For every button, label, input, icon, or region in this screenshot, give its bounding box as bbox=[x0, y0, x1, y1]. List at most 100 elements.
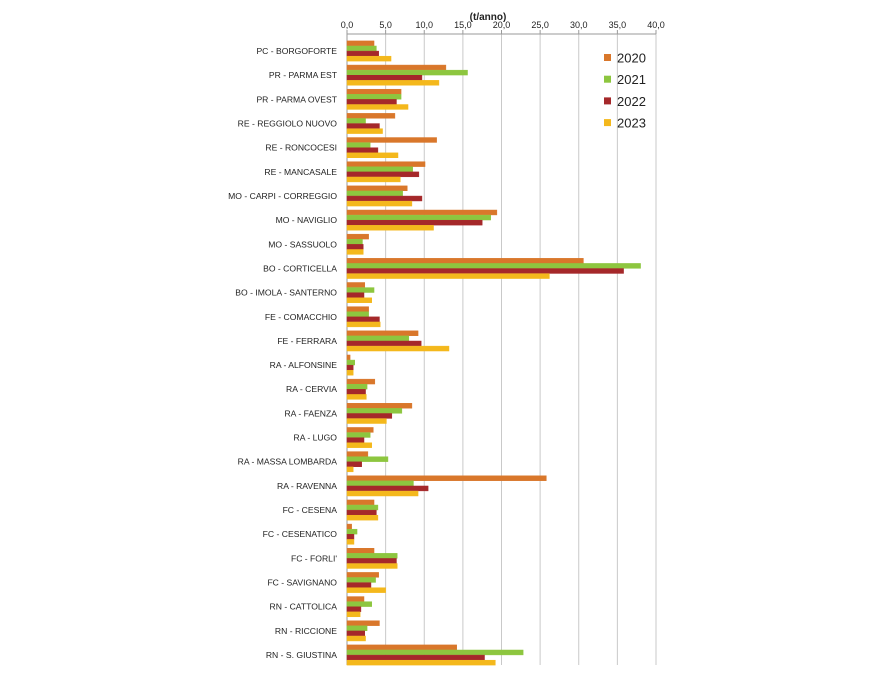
category-label: FC - FORLI' bbox=[291, 553, 337, 563]
category-label: FC - CESENATICO bbox=[263, 529, 338, 539]
category-label: RA - FAENZA bbox=[284, 408, 337, 418]
bar-2023 bbox=[346, 539, 355, 545]
bar-2021 bbox=[346, 263, 641, 269]
bar-2020 bbox=[346, 185, 408, 192]
bar-2023 bbox=[346, 442, 372, 448]
bar-2020 bbox=[346, 282, 366, 288]
category-label: RA - CERVIA bbox=[286, 384, 337, 394]
bar-2021 bbox=[346, 311, 369, 317]
bar-2022 bbox=[346, 582, 372, 588]
bar-2023 bbox=[346, 611, 361, 618]
bar-2023 bbox=[346, 200, 413, 207]
category-label: FC - CESENA bbox=[283, 505, 338, 515]
legend-label: 2020 bbox=[617, 51, 646, 66]
bar-2020 bbox=[346, 64, 447, 71]
category-label: FE - COMACCHIO bbox=[265, 312, 337, 322]
bars bbox=[346, 40, 641, 666]
category-label: RA - ALFONSINE bbox=[270, 360, 338, 370]
bar-2022 bbox=[346, 534, 355, 540]
bar-2020 bbox=[346, 306, 369, 312]
bar-2022 bbox=[346, 606, 362, 612]
bar-2021 bbox=[346, 625, 368, 631]
bar-2020 bbox=[346, 572, 379, 578]
bar-2020 bbox=[346, 499, 375, 506]
bar-2022 bbox=[346, 340, 422, 347]
bar-2022 bbox=[346, 413, 393, 419]
bar-2022 bbox=[346, 558, 397, 564]
bar-2021 bbox=[346, 432, 371, 438]
bar-2020 bbox=[346, 258, 584, 264]
bar-2023 bbox=[346, 128, 383, 134]
bar-2021 bbox=[346, 190, 403, 197]
bar-2020 bbox=[346, 354, 351, 361]
category-label: RE - RONCOCESI bbox=[265, 143, 337, 153]
bar-2022 bbox=[346, 437, 365, 443]
bar-2021 bbox=[346, 504, 379, 511]
bar-2023 bbox=[346, 394, 367, 400]
bar-2020 bbox=[346, 596, 365, 602]
x-tick-label: 35,0 bbox=[609, 20, 627, 30]
bar-2023 bbox=[346, 514, 379, 521]
category-label: FE - FERRARA bbox=[277, 336, 337, 346]
bar-2023 bbox=[346, 176, 401, 183]
bar-2020 bbox=[346, 137, 437, 143]
bar-2022 bbox=[346, 50, 379, 57]
bar-2022 bbox=[346, 195, 423, 202]
bar-2023 bbox=[346, 249, 364, 255]
category-label: BO - CORTICELLA bbox=[263, 263, 337, 273]
x-tick-label: 15,0 bbox=[454, 20, 472, 30]
bar-2021 bbox=[346, 408, 403, 414]
bar-2020 bbox=[346, 113, 396, 119]
category-label: MO - NAVIGLIO bbox=[276, 215, 338, 225]
bar-2020 bbox=[346, 403, 413, 409]
bar-2022 bbox=[346, 509, 377, 516]
category-label: RN - S. GIUSTINA bbox=[266, 650, 337, 660]
bar-2021 bbox=[346, 118, 366, 124]
bar-2021 bbox=[346, 601, 372, 607]
category-label: RA - MASSA LOMBARDA bbox=[238, 457, 338, 467]
category-label: FC - SAVIGNANO bbox=[267, 578, 337, 588]
bar-2022 bbox=[346, 461, 362, 467]
category-label: BO - IMOLA - SANTERNO bbox=[235, 288, 337, 298]
bar-2023 bbox=[346, 418, 387, 424]
bar-2021 bbox=[346, 456, 389, 462]
bar-2021 bbox=[346, 287, 375, 293]
category-label: RA - LUGO bbox=[294, 433, 338, 443]
bar-2021 bbox=[346, 142, 371, 148]
bar-2023 bbox=[346, 659, 496, 666]
bar-2023 bbox=[346, 225, 434, 231]
bar-2021 bbox=[346, 239, 363, 245]
bar-2023 bbox=[346, 321, 381, 328]
bar-2022 bbox=[346, 654, 485, 661]
category-label: RE - REGGIOLO NUOVO bbox=[238, 118, 338, 128]
bar-2020 bbox=[346, 475, 547, 481]
legend: 2020 2021 2022 2023 bbox=[604, 51, 646, 131]
bar-2021 bbox=[346, 528, 358, 535]
bar-2020 bbox=[346, 644, 457, 651]
bar-2021 bbox=[346, 649, 524, 656]
legend-swatch-2023 bbox=[604, 119, 611, 127]
bar-2023 bbox=[346, 273, 550, 279]
bar-2023 bbox=[346, 370, 354, 376]
bar-2020 bbox=[346, 330, 419, 336]
category-label: MO - SASSUOLO bbox=[268, 239, 337, 249]
legend-swatch-2020 bbox=[604, 54, 611, 61]
legend-label: 2022 bbox=[617, 94, 646, 109]
bar-2022 bbox=[346, 99, 397, 105]
bar-2020 bbox=[346, 548, 375, 554]
bar-2021 bbox=[346, 577, 376, 583]
bar-2021 bbox=[346, 166, 413, 172]
bar-2023 bbox=[346, 563, 398, 569]
legend-label: 2023 bbox=[617, 116, 646, 131]
bar-2020 bbox=[346, 40, 375, 47]
bar-2022 bbox=[346, 75, 423, 81]
bar-2023 bbox=[346, 55, 392, 62]
bar-2020 bbox=[346, 88, 402, 95]
category-label: PR - PARMA EST bbox=[269, 70, 338, 80]
bar-2020 bbox=[346, 161, 426, 167]
bar-2021 bbox=[346, 383, 368, 390]
bar-2021 bbox=[346, 69, 468, 76]
x-tick-label: 20,0 bbox=[493, 20, 511, 30]
bar-2023 bbox=[346, 490, 419, 497]
